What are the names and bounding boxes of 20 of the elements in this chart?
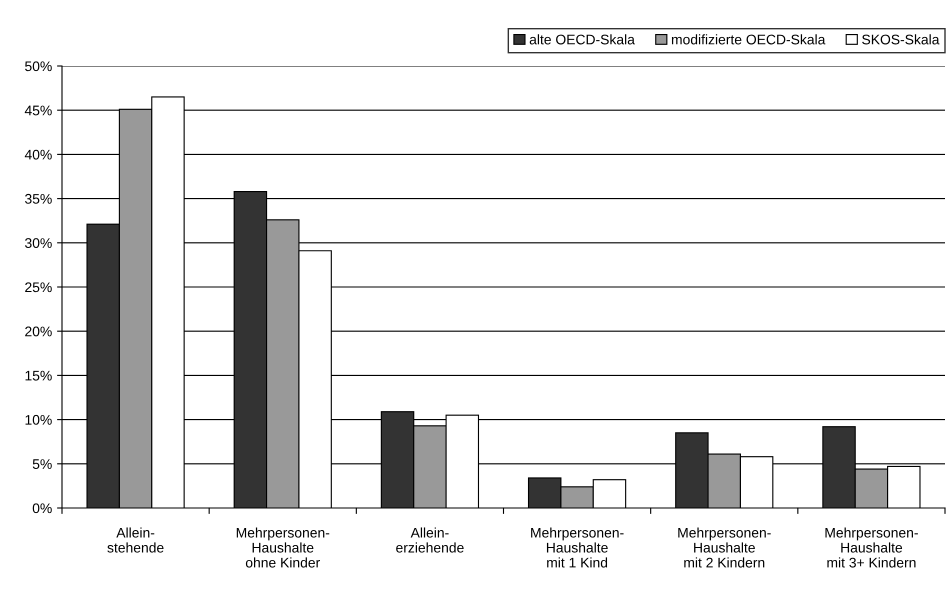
y-tick-label: 25% (25, 282, 52, 292)
x-tick-label: Mehrpersonen- Haushalte mit 2 Kindern (678, 527, 771, 568)
y-tick-label: 50% (25, 61, 52, 72)
y-tick-label: 15% (26, 370, 52, 381)
y-tick-label: 35% (25, 194, 52, 204)
x-tick-label: Allein- stehende (107, 527, 164, 553)
x-tick-label: Mehrpersonen- Haushalte mit 3+ Kindern (825, 527, 918, 568)
y-tick-label: 10% (26, 414, 52, 425)
y-tick-label: 0% (32, 503, 52, 514)
y-tick-label: 20% (25, 326, 52, 336)
x-tick-label: Mehrpersonen- Haushalte ohne Kinder (236, 527, 330, 568)
legend-label: modifizierte OECD-Skala (672, 34, 826, 44)
legend-label: alte OECD-Skala (530, 34, 635, 44)
y-tick-label: 30% (25, 238, 52, 248)
x-tick-label: Mehrpersonen- Haushalte mit 1 Kind (531, 527, 624, 568)
y-tick-label: 45% (24, 106, 52, 116)
y-tick-label: 40% (24, 150, 52, 160)
x-tick-label: Allein- erziehende (396, 527, 464, 553)
legend-label: SKOS-Skala (862, 34, 940, 44)
y-tick-label: 5% (32, 459, 52, 469)
